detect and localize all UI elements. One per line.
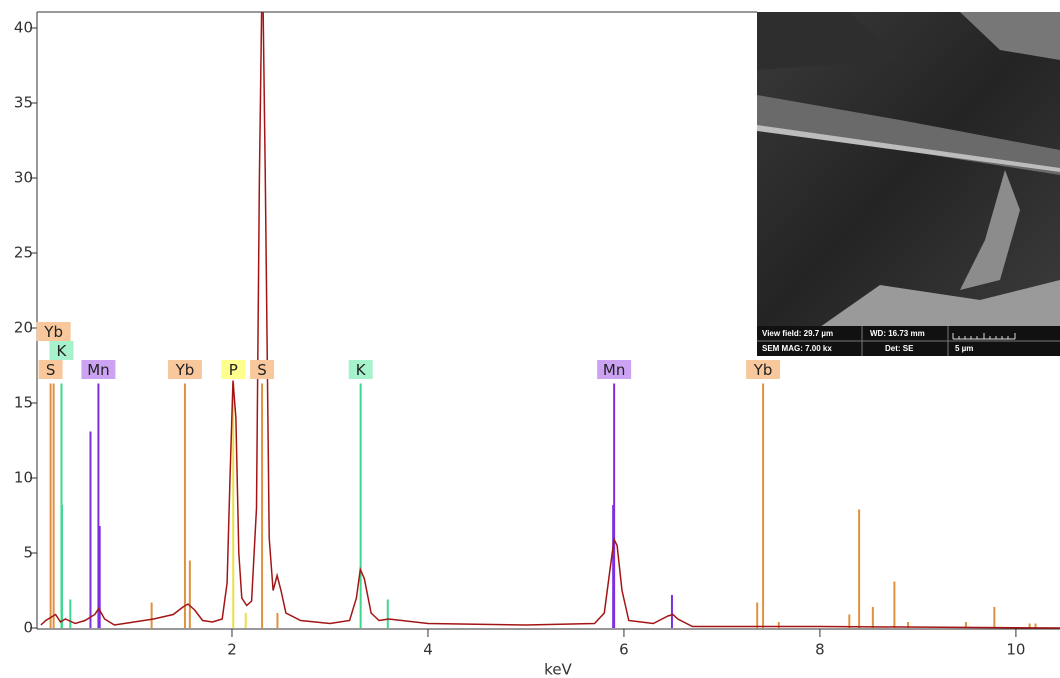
y-tick-label: 35 <box>14 94 33 112</box>
sem-edge <box>757 125 1060 172</box>
element-label: Yb <box>43 323 63 341</box>
plot-area <box>40 12 1060 629</box>
scale-bar <box>952 333 1016 340</box>
element-label-box <box>36 322 71 341</box>
element-label-box <box>167 360 202 379</box>
view-field: View field: 29.7 µm <box>762 329 833 338</box>
sem-shadow <box>757 12 900 70</box>
y-tick-label: 25 <box>14 244 33 262</box>
element-label-box <box>221 360 246 379</box>
element-label-box <box>250 360 275 379</box>
y-tick-label: 5 <box>23 544 33 562</box>
detector: Det: SE <box>885 344 914 353</box>
element-label: K <box>356 361 367 379</box>
x-tick-label: 6 <box>619 641 629 659</box>
y-tick-label: 30 <box>14 169 33 187</box>
working-distance: WD: 16.73 mm <box>870 329 925 338</box>
sem-face <box>820 280 1060 327</box>
y-tick-label: 10 <box>14 469 33 487</box>
x-tick-label: 10 <box>1006 641 1025 659</box>
x-tick-label: 2 <box>227 641 237 659</box>
x-tick-label: 8 <box>815 641 825 659</box>
element-label: Yb <box>753 361 773 379</box>
spectrum-line <box>40 12 1060 629</box>
x-tick-label: 4 <box>423 641 433 659</box>
y-tick-label: 20 <box>14 319 33 337</box>
scale-label: 5 µm <box>955 344 973 353</box>
element-label: K <box>57 342 68 360</box>
element-label: Mn <box>87 361 109 379</box>
element-label: Yb <box>175 361 195 379</box>
sem-face <box>960 170 1020 290</box>
magnification: SEM MAG: 7.00 kx <box>762 344 832 353</box>
element-label-box <box>348 360 373 379</box>
x-axis-label: keV <box>544 661 572 678</box>
y-tick-label: 0 <box>23 619 33 637</box>
element-label: Mn <box>603 361 625 379</box>
sem-ridge <box>757 95 1060 175</box>
element-label: S <box>46 361 56 379</box>
element-label-box <box>49 341 74 360</box>
y-tick-label: 15 <box>14 394 33 412</box>
sem-image: View field: 29.7 µm WD: 16.73 mm SEM MAG… <box>757 12 1060 356</box>
element-label-box <box>38 360 63 379</box>
element-label: P <box>229 361 238 379</box>
element-label-box <box>81 360 116 379</box>
sem-face <box>960 12 1060 60</box>
axes <box>36 11 1060 630</box>
y-tick-label: 40 <box>14 19 33 37</box>
element-label: S <box>257 361 267 379</box>
element-label-box <box>597 360 632 379</box>
element-label-box <box>746 360 781 379</box>
